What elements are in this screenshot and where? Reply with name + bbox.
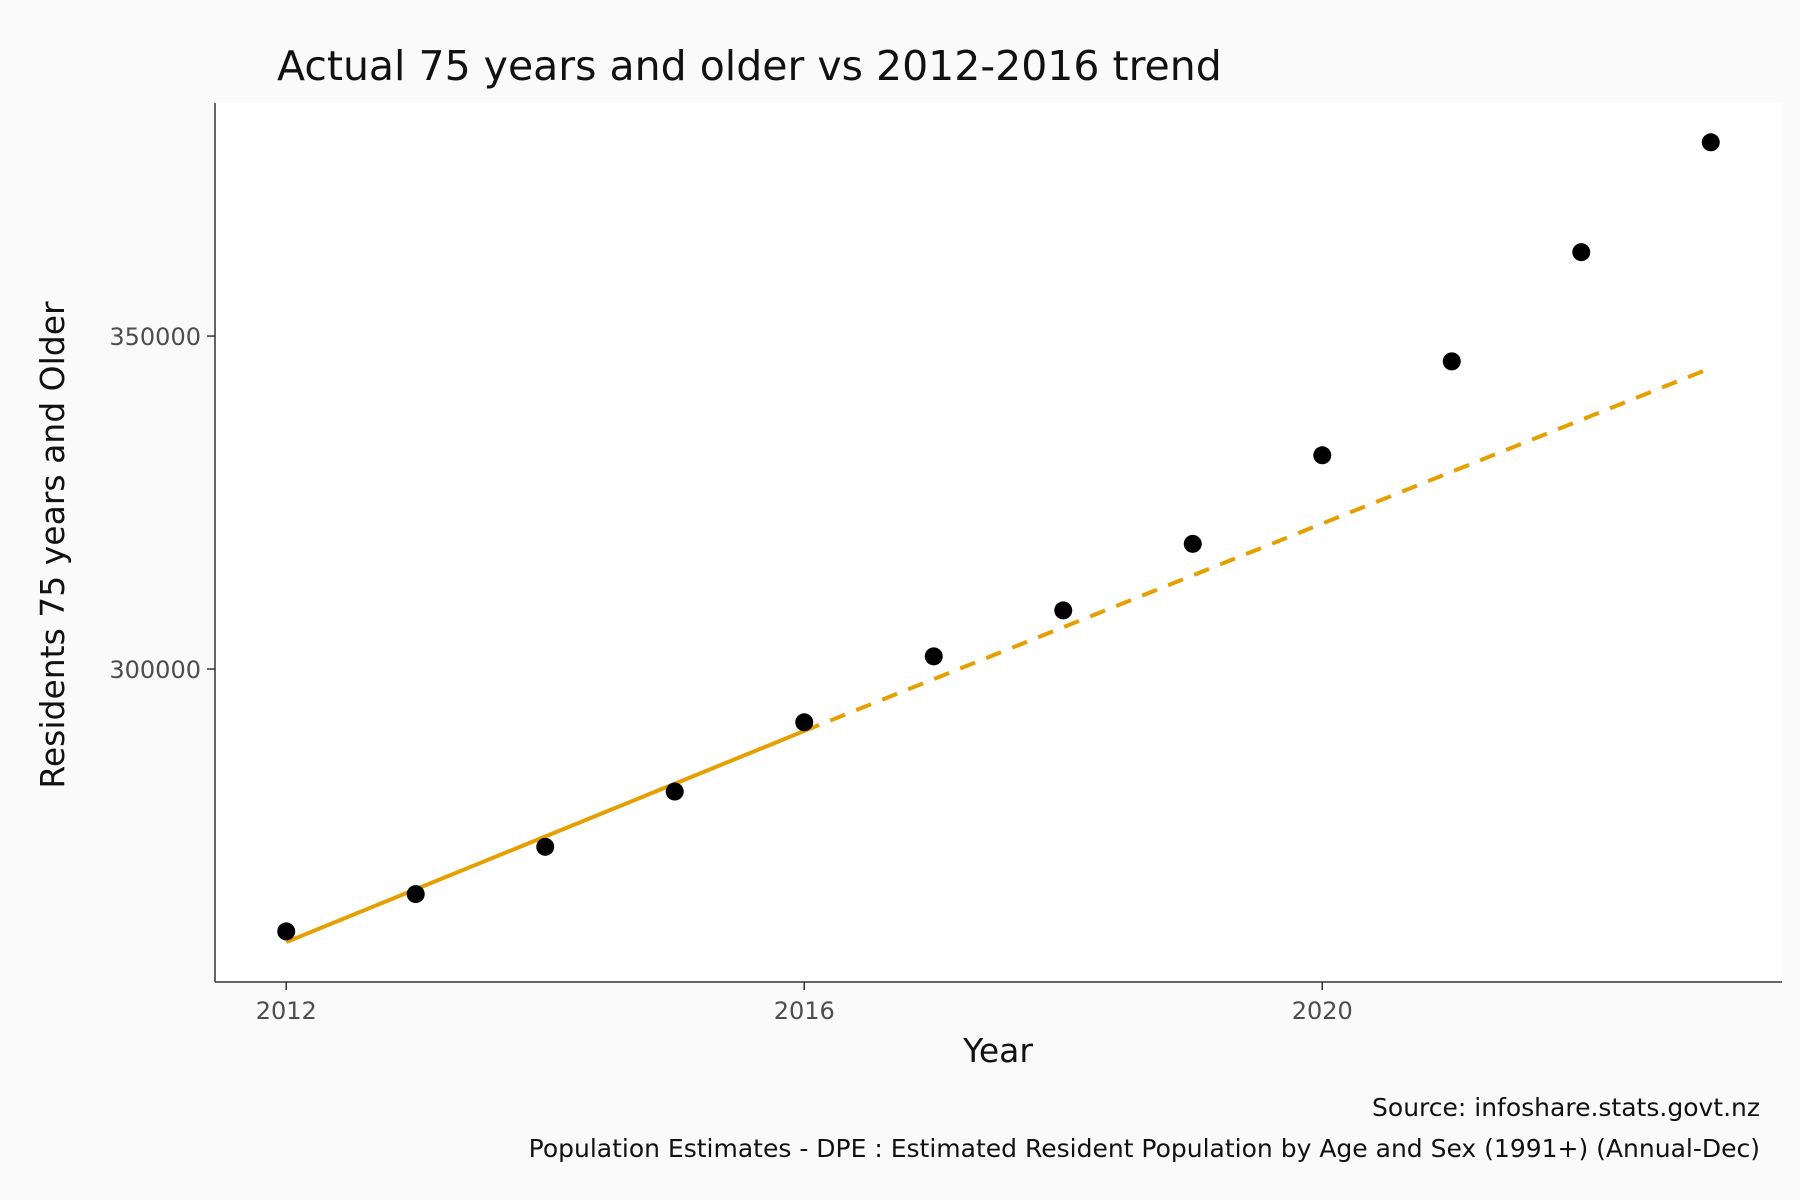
y-tick-label: 300000 — [109, 656, 201, 684]
data-point — [1054, 601, 1073, 620]
x-tick-label: 2020 — [1292, 997, 1353, 1025]
x-axis-ticks: 2012 2016 2020 — [256, 982, 1353, 1025]
chart-title: Actual 75 years and older vs 2012-2016 t… — [277, 42, 1222, 90]
caption-dataset: Population Estimates - DPE : Estimated R… — [529, 1134, 1760, 1163]
trend-projection-line — [803, 366, 1712, 733]
trend-lines — [285, 366, 1712, 944]
x-tick-label: 2012 — [256, 997, 317, 1025]
data-point — [277, 922, 296, 941]
actual-points — [277, 133, 1720, 941]
data-point — [536, 837, 555, 856]
data-point — [1183, 534, 1202, 553]
x-tick-label: 2016 — [774, 997, 835, 1025]
y-tick-label: 350000 — [109, 323, 201, 351]
data-point — [795, 713, 814, 732]
y-axis-ticks: 300000 350000 — [109, 323, 215, 684]
trend-fit-line — [285, 729, 805, 944]
data-point — [1572, 243, 1591, 262]
data-point — [924, 647, 943, 666]
plot-panel — [215, 103, 1782, 982]
x-axis-title: Year — [962, 1031, 1033, 1070]
data-point — [665, 782, 684, 801]
data-point — [1313, 446, 1332, 465]
caption-source: Source: infoshare.stats.govt.nz — [1372, 1093, 1760, 1122]
y-axis-title: Residents 75 years and Older — [33, 301, 72, 789]
data-point — [1701, 133, 1720, 152]
data-point — [1442, 352, 1461, 371]
data-point — [406, 885, 425, 904]
